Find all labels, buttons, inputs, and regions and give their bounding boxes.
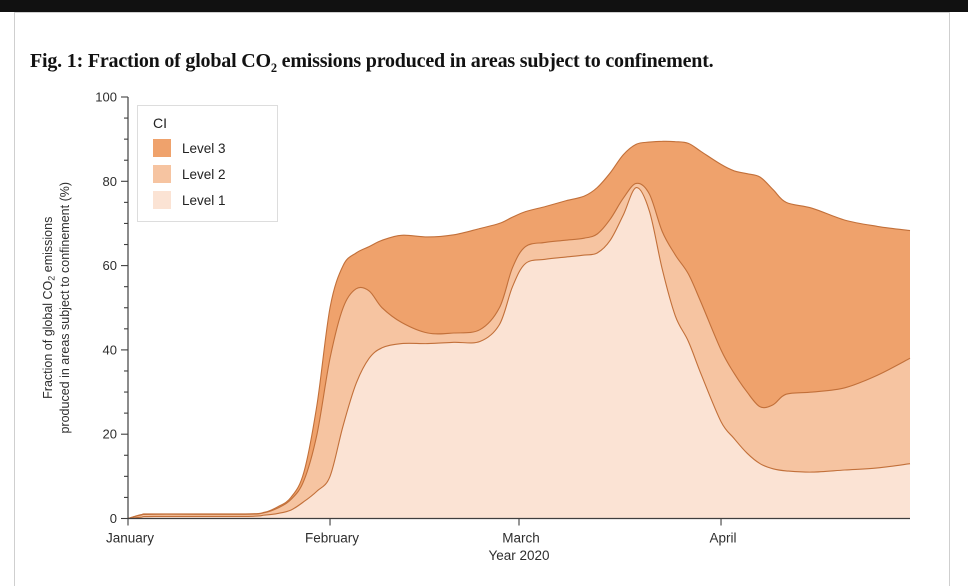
figure-title-subscript: 2 bbox=[270, 61, 277, 75]
legend-label-level-1: Level 1 bbox=[182, 192, 226, 208]
legend-swatch-level-2 bbox=[153, 165, 171, 183]
area-outline-level-1 bbox=[127, 187, 911, 520]
y-axis-title-line-1: Fraction of global CO2 emissions bbox=[41, 217, 57, 399]
y-tick-label-20: 20 bbox=[103, 427, 117, 442]
y-axis-title-line-2: produced in areas subject to confinement… bbox=[58, 182, 72, 434]
legend-label-level-2: Level 2 bbox=[182, 166, 226, 182]
figure-title-text-2: emissions produced in areas subject to c… bbox=[276, 50, 714, 72]
x-tick-label-march: March bbox=[502, 531, 540, 546]
y-tick-label-100: 100 bbox=[95, 90, 117, 105]
legend-swatch-level-1 bbox=[153, 191, 171, 209]
x-tick-label-february: February bbox=[305, 531, 359, 546]
top-black-bar bbox=[0, 0, 968, 12]
legend-item-level-1: Level 1 bbox=[153, 191, 271, 209]
y-tick-label-60: 60 bbox=[103, 258, 117, 273]
x-axis-title: Year 2020 bbox=[488, 548, 549, 563]
legend: CI Level 3 Level 2 Level 1 bbox=[137, 105, 278, 222]
area-outline-level-2 bbox=[127, 182, 911, 520]
legend-item-level-3: Level 3 bbox=[153, 139, 271, 157]
area-level-1 bbox=[128, 187, 910, 519]
y-tick-label-80: 80 bbox=[103, 174, 117, 189]
figure-title: Fig. 1: Fraction of global CO2 emissions… bbox=[30, 50, 930, 76]
x-tick-label-april: April bbox=[710, 531, 737, 546]
legend-title: CI bbox=[153, 115, 167, 131]
x-tick-label-january: January bbox=[106, 531, 154, 546]
y-tick-label-0: 0 bbox=[110, 511, 117, 526]
area-outline-level-3 bbox=[127, 140, 911, 520]
legend-item-level-2: Level 2 bbox=[153, 165, 271, 183]
y-tick-label-40: 40 bbox=[103, 342, 117, 357]
figure-title-text: Fig. 1: Fraction of global CO bbox=[30, 50, 271, 72]
legend-swatch-level-3 bbox=[153, 139, 171, 157]
legend-label-level-3: Level 3 bbox=[182, 140, 226, 156]
